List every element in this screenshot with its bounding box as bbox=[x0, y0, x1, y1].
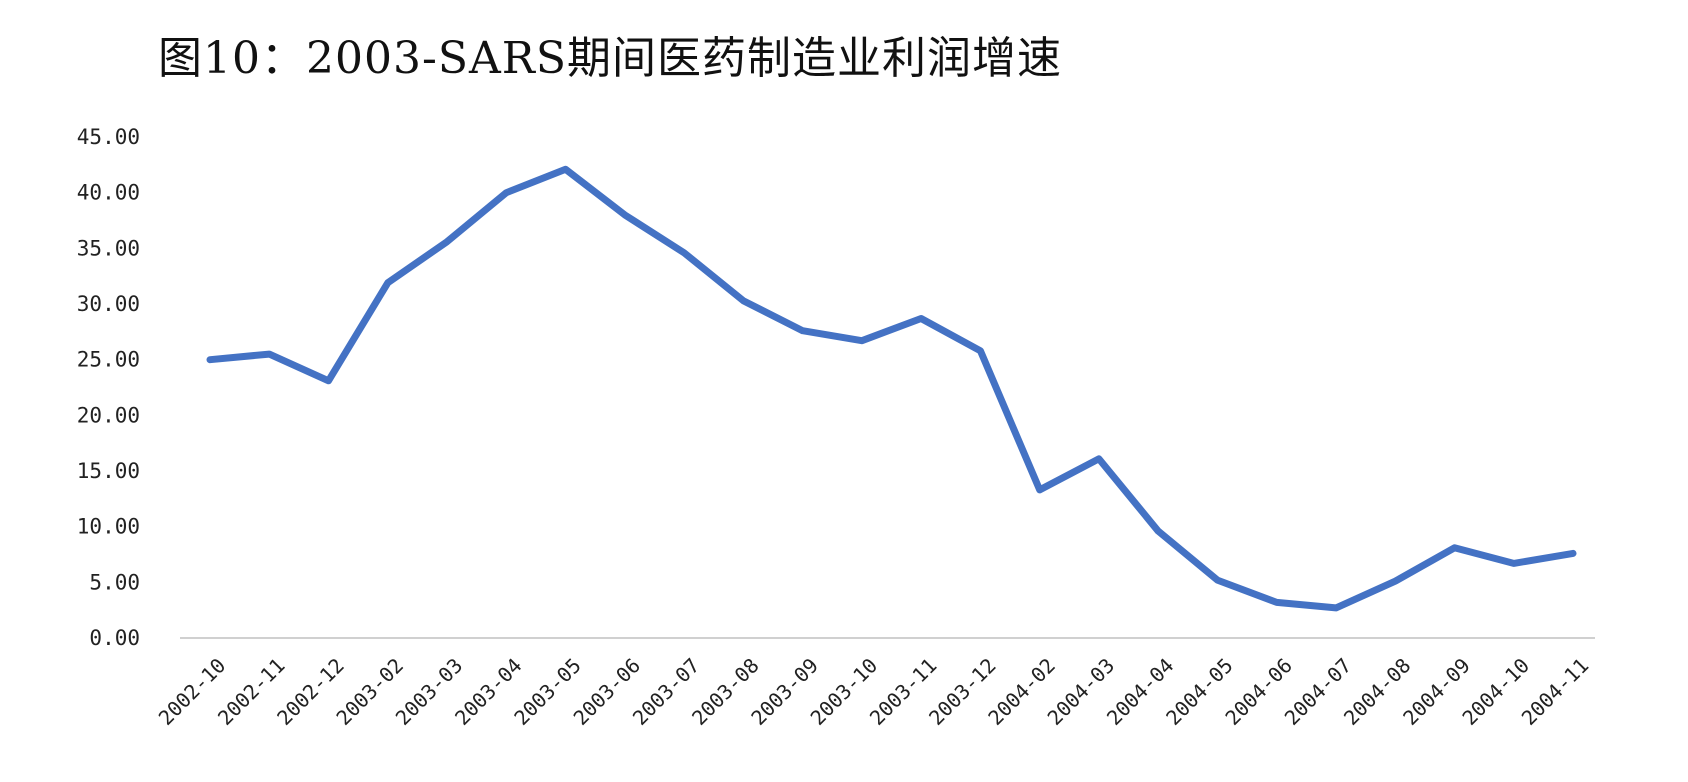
x-axis-ticks: 2002-102002-112002-122003-022003-032003-… bbox=[154, 653, 1594, 730]
y-tick-label: 45.00 bbox=[77, 125, 140, 149]
series-line bbox=[206, 165, 1577, 612]
y-tick-label: 30.00 bbox=[77, 292, 140, 316]
y-tick-label: 20.00 bbox=[77, 403, 140, 427]
y-tick-label: 10.00 bbox=[77, 515, 140, 539]
y-tick-label: 5.00 bbox=[89, 570, 140, 594]
y-tick-label: 0.00 bbox=[89, 626, 140, 650]
y-tick-label: 35.00 bbox=[77, 236, 140, 260]
y-tick-label: 40.00 bbox=[77, 181, 140, 205]
y-axis-ticks: 0.00 5.00 10.00 15.00 20.00 25.00 30.00 35.00 40… bbox=[77, 125, 140, 650]
y-tick-label: 25.00 bbox=[77, 348, 140, 372]
y-tick-label: 15.00 bbox=[77, 459, 140, 483]
chart-title: 图10：2003-SARS期间医药制造业利润增速 bbox=[157, 33, 1063, 84]
